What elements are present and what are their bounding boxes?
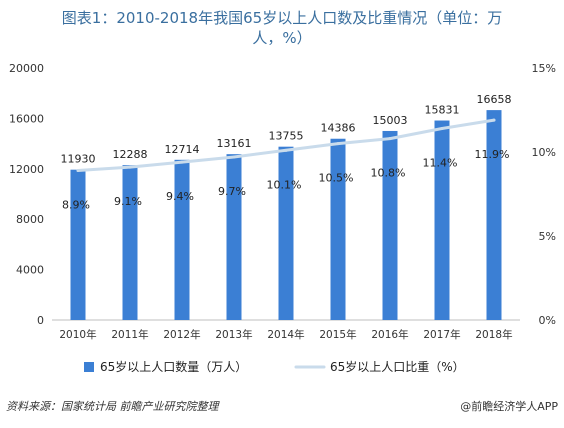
legend-line-label: 65岁以上人口比重（%） (330, 359, 465, 374)
bar-value-label: 13755 (269, 130, 304, 143)
line-value-label: 10.5% (319, 172, 354, 185)
bar (226, 154, 242, 320)
left-tick-label: 4000 (16, 264, 44, 277)
line-value-label: 9.7% (218, 185, 246, 198)
line-point (76, 168, 80, 172)
x-tick-label: 2010年 (59, 328, 96, 341)
bar (70, 169, 86, 320)
line-value-label: 11.4% (423, 156, 458, 169)
bar-value-label: 12714 (165, 143, 200, 156)
x-tick-label: 2018年 (475, 328, 512, 341)
line-point (232, 155, 236, 159)
x-tick-label: 2013年 (215, 328, 252, 341)
line-point (128, 165, 132, 169)
source-note: 资料来源：国家统计局 前瞻产业研究院整理 (6, 400, 219, 413)
bar (382, 130, 398, 320)
x-tick-label: 2012年 (163, 328, 200, 341)
right-tick-label: 0% (539, 314, 556, 327)
bar-value-label: 16658 (477, 93, 512, 106)
line-point (336, 142, 340, 146)
line-value-label: 9.4% (166, 190, 194, 203)
bar (278, 146, 294, 320)
bar-value-label: 14386 (321, 122, 356, 135)
line-point (440, 126, 444, 130)
right-tick-label: 5% (539, 230, 556, 243)
bar-value-label: 12288 (113, 148, 148, 161)
bar (174, 159, 190, 320)
bar-value-label: 11930 (61, 153, 96, 166)
line-value-label: 10.8% (371, 167, 406, 180)
left-tick-label: 20000 (9, 62, 44, 75)
left-tick-label: 8000 (16, 213, 44, 226)
x-tick-label: 2014年 (267, 328, 304, 341)
x-tick-label: 2015年 (319, 328, 356, 341)
line-point (492, 118, 496, 122)
x-tick-label: 2016年 (371, 328, 408, 341)
bar (434, 120, 450, 320)
chart-title: 图表1：2010-2018年我国65岁以上人口数及比重情况（单位：万 人，%） (0, 8, 564, 48)
line-value-label: 11.9% (475, 148, 510, 161)
line-point (180, 160, 184, 164)
bar (330, 138, 346, 320)
legend-bar-label: 65岁以上人口数量（万人） (100, 359, 247, 374)
bar (486, 110, 502, 321)
bar-value-label: 15003 (373, 114, 408, 127)
x-tick-label: 2011年 (111, 328, 148, 341)
bar-value-label: 13161 (217, 137, 252, 150)
line-point (284, 148, 288, 152)
x-tick-label: 2017年 (423, 328, 460, 341)
title-line-2: 人，%） (252, 29, 312, 47)
left-tick-label: 0 (37, 314, 44, 327)
title-line-1: 图表1：2010-2018年我国65岁以上人口数及比重情况（单位：万 (61, 9, 503, 27)
line-value-label: 10.1% (267, 178, 302, 191)
right-tick-label: 10% (532, 146, 556, 159)
line-value-label: 8.9% (62, 198, 90, 211)
bar (122, 165, 138, 320)
left-tick-label: 12000 (9, 163, 44, 176)
right-tick-label: 15% (532, 62, 556, 75)
left-tick-label: 16000 (9, 112, 44, 125)
legend-bar-swatch (84, 362, 94, 372)
line-point (388, 137, 392, 141)
line-value-label: 9.1% (114, 195, 142, 208)
credit-note: @前瞻经济学人APP (460, 400, 558, 413)
bar-value-label: 15831 (425, 104, 460, 117)
